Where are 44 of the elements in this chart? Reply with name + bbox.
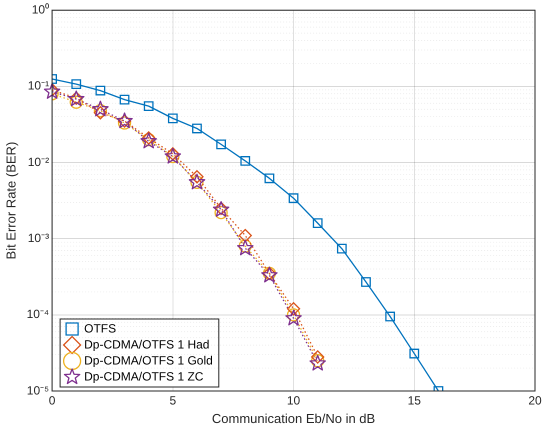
point [70,96,83,109]
x-tick-label: 15 [408,394,422,408]
point [190,170,204,184]
point [361,277,371,287]
x-tick-label: 20 [528,394,542,408]
point [309,354,326,371]
y-tick-label: 10⁻³ [28,230,50,245]
point [409,348,420,358]
point [92,100,109,116]
point [238,228,252,242]
point [144,101,154,112]
x-tick-label: 10 [286,394,301,408]
point [96,86,106,96]
point [71,79,82,90]
point [385,312,396,322]
point [216,140,226,150]
point [94,104,108,118]
point [240,156,250,166]
point [120,94,130,104]
point [214,206,228,220]
point [336,244,347,254]
x-tick-label: 5 [169,394,176,408]
x-axis-title: Communication Eb/No in dB [212,410,376,426]
y-tick-label: 10⁻⁵ [26,383,50,398]
legend-label: Dp-CDMA/OTFS 1 Gold [84,353,213,368]
y-tick-label: 10⁻⁴ [26,307,50,322]
y-tick-label: 10⁰ [32,2,50,17]
y-axis-title: Bit Error Rate (BER) [3,142,18,260]
point [288,193,298,204]
legend-label: Dp-CDMA/OTFS 1 ZC [84,369,204,384]
point [286,308,300,322]
point [168,113,178,124]
point [192,124,202,134]
point [94,106,108,120]
y-tick-label: 10⁻² [28,154,50,169]
y-tick-label: 10⁻¹ [28,78,50,93]
point [264,173,274,184]
point [312,218,323,228]
legend-label: OTFS [84,321,116,336]
point [311,350,324,364]
point [286,302,300,316]
point [285,310,302,326]
legend-label: Dp-CDMA/OTFS 1 Had [84,337,210,352]
x-tick-label: 0 [48,394,56,408]
